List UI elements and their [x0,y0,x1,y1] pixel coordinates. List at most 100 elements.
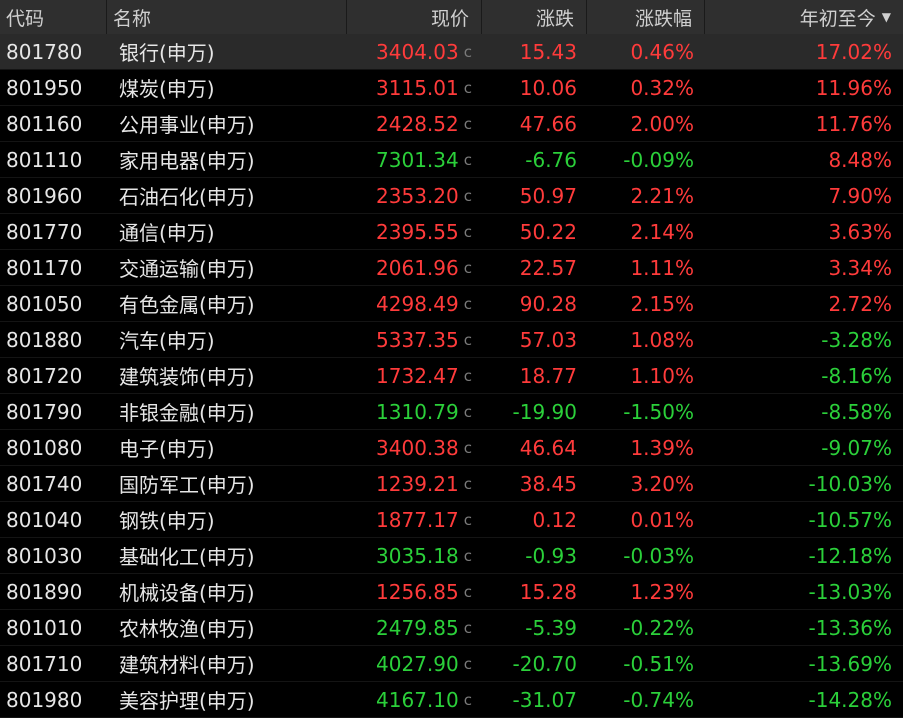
table-row[interactable]: 801710 建筑材料(申万) 4027.90 c -20.70 -0.51% -13.69… [0,646,903,682]
cell-price: 2428.52 c [376,111,472,136]
cell-ytd: -14.28% [808,687,892,712]
cell-change-pct: -1.50% [623,399,694,424]
cell-price: 2061.96 c [376,255,472,280]
cell-name: 美容护理(申万) [119,689,255,713]
table-row[interactable]: 801160 公用事业(申万) 2428.52 c 47.66 2.00% 11.76% [0,106,903,142]
cell-ytd: -8.58% [821,399,892,424]
cell-price: 1239.21 c [376,471,472,496]
table-row[interactable]: 801110 家用电器(申万) 7301.34 c -6.76 -0.09% 8.48% [0,142,903,178]
cell-price: 2479.85 c [376,615,472,640]
price-flag: c [463,654,472,673]
column-header-code[interactable]: 代码 [0,0,107,34]
cell-change-pct: 0.32% [630,75,694,100]
price-flag: c [463,114,472,133]
table-row[interactable]: 801010 农林牧渔(申万) 2479.85 c -5.39 -0.22% -13.36% [0,610,903,646]
cell-change-pct: 2.00% [630,111,694,136]
cell-price: 7301.34 c [376,147,472,172]
price-flag: c [463,294,472,313]
price-flag: c [463,366,472,385]
cell-code: 801050 [6,291,83,316]
cell-ytd: -13.36% [808,615,892,640]
cell-code: 801960 [6,183,83,208]
cell-change-pct: 3.20% [630,471,694,496]
cell-change-pct: 2.14% [630,219,694,244]
cell-change: 0.12 [532,507,577,532]
price-flag: c [463,474,472,493]
column-header-name[interactable]: 名称 [107,0,347,34]
cell-code: 801950 [6,75,83,100]
cell-code: 801040 [6,507,83,532]
column-header-change-pct[interactable]: 涨跌幅 [587,0,705,34]
price-flag: c [463,150,472,169]
cell-change: -20.70 [512,651,577,676]
cell-name: 电子(申万) [119,437,215,461]
cell-name: 建筑材料(申万) [119,653,255,677]
table-row[interactable]: 801740 国防军工(申万) 1239.21 c 38.45 3.20% -10.03% [0,466,903,502]
table-row[interactable]: 801050 有色金属(申万) 4298.49 c 90.28 2.15% 2.72% [0,286,903,322]
table-row[interactable]: 801790 非银金融(申万) 1310.79 c -19.90 -1.50% -8.58% [0,394,903,430]
column-header-ytd[interactable]: 年初至今 ▼ [799,7,891,30]
price-flag: c [463,582,472,601]
price-flag: c [463,618,472,637]
cell-change: 46.64 [519,435,577,460]
cell-change: 22.57 [519,255,577,280]
table-row[interactable]: 801030 基础化工(申万) 3035.18 c -0.93 -0.03% -12.18% [0,538,903,574]
price-flag: c [463,438,472,457]
table-row[interactable]: 801770 通信(申万) 2395.55 c 50.22 2.14% 3.63% [0,214,903,250]
cell-code: 801980 [6,687,83,712]
cell-price: 4167.10 c [376,687,472,712]
cell-change-pct: -0.74% [623,687,694,712]
cell-change: 50.22 [519,219,577,244]
table-row[interactable]: 801080 电子(申万) 3400.38 c 46.64 1.39% -9.07% [0,430,903,466]
cell-ytd: -3.28% [821,327,892,352]
sort-desc-icon[interactable]: ▼ [881,10,891,24]
cell-name: 钢铁(申万) [119,509,215,533]
cell-change-pct: 0.46% [630,39,694,64]
table-row[interactable]: 801170 交通运输(申万) 2061.96 c 22.57 1.11% 3.34% [0,250,903,286]
cell-change: 10.06 [519,75,577,100]
column-header-price[interactable]: 现价 [347,0,482,34]
cell-change: 15.43 [519,39,577,64]
cell-ytd: 8.48% [828,147,892,172]
price-flag: c [463,510,472,529]
cell-ytd: 3.63% [828,219,892,244]
column-header-change[interactable]: 涨跌 [482,0,587,34]
table-row[interactable]: 801880 汽车(申万) 5337.35 c 57.03 1.08% -3.28% [0,322,903,358]
cell-change-pct: -0.22% [623,615,694,640]
cell-change-pct: -0.09% [623,147,694,172]
cell-price: 5337.35 c [376,327,472,352]
cell-change: -0.93 [525,543,577,568]
cell-name: 农林牧渔(申万) [119,617,255,641]
cell-ytd: 2.72% [828,291,892,316]
cell-ytd: -10.57% [808,507,892,532]
table-row[interactable]: 801720 建筑装饰(申万) 1732.47 c 18.77 1.10% -8.16% [0,358,903,394]
cell-name: 石油石化(申万) [119,185,255,209]
table-row[interactable]: 801890 机械设备(申万) 1256.85 c 15.28 1.23% -13.03% [0,574,903,610]
cell-change-pct: 2.15% [630,291,694,316]
cell-code: 801880 [6,327,83,352]
cell-change-pct: 1.08% [630,327,694,352]
table-row[interactable]: 801040 钢铁(申万) 1877.17 c 0.12 0.01% -10.57% [0,502,903,538]
cell-ytd: -12.18% [808,543,892,568]
table-row[interactable]: 801980 美容护理(申万) 4167.10 c -31.07 -0.74% -14.28… [0,682,903,718]
table-row[interactable]: 801950 煤炭(申万) 3115.01 c 10.06 0.32% 11.96% [0,70,903,106]
cell-change-pct: 1.23% [630,579,694,604]
price-flag: c [463,258,472,277]
cell-code: 801080 [6,435,83,460]
cell-price: 4027.90 c [376,651,472,676]
cell-change-pct: 1.10% [630,363,694,388]
cell-change: 90.28 [519,291,577,316]
cell-change-pct: -0.03% [623,543,694,568]
cell-ytd: 3.34% [828,255,892,280]
cell-ytd: 7.90% [828,183,892,208]
cell-change: -19.90 [512,399,577,424]
cell-change: 47.66 [519,111,577,136]
cell-name: 国防军工(申万) [119,473,255,497]
table-row[interactable]: 801780 银行(申万) 3404.03 c 15.43 0.46% 17.02% [0,34,903,70]
cell-name: 通信(申万) [119,221,215,245]
table-body: 801780 银行(申万) 3404.03 c 15.43 0.46% 17.02% 8019… [0,34,903,718]
cell-name: 非银金融(申万) [119,401,255,425]
cell-ytd: 11.76% [815,111,892,136]
table-row[interactable]: 801960 石油石化(申万) 2353.20 c 50.97 2.21% 7.90% [0,178,903,214]
cell-price: 1877.17 c [376,507,472,532]
